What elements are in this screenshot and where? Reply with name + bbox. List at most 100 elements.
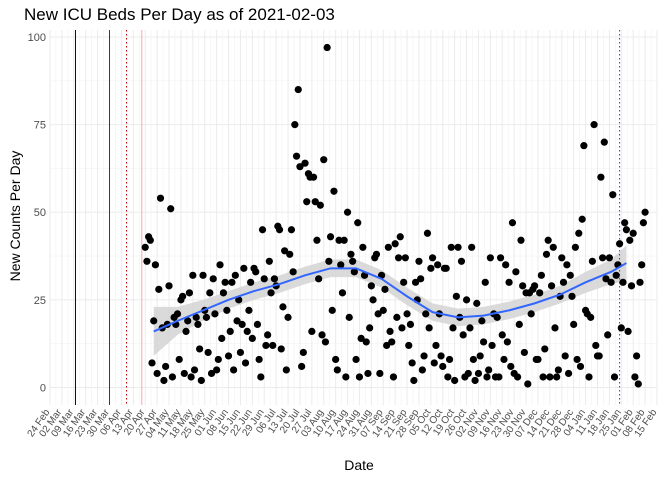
data-point	[571, 243, 579, 251]
data-point	[221, 278, 229, 286]
data-point	[485, 366, 493, 374]
data-point	[321, 338, 330, 346]
data-point	[602, 275, 610, 283]
data-point	[156, 194, 165, 202]
data-point	[561, 352, 569, 360]
data-point	[519, 282, 527, 290]
data-point	[235, 296, 243, 304]
data-point	[318, 331, 326, 339]
data-point	[289, 268, 297, 276]
data-point	[218, 334, 226, 343]
data-point	[598, 254, 607, 262]
data-point	[434, 261, 442, 269]
data-point	[308, 327, 316, 336]
data-point	[241, 359, 250, 367]
data-point	[309, 173, 318, 181]
data-point	[196, 345, 204, 353]
data-point	[559, 278, 568, 286]
data-point	[320, 156, 328, 164]
data-point	[513, 373, 522, 381]
data-point	[445, 355, 454, 364]
data-point	[605, 254, 613, 262]
data-point	[252, 268, 260, 276]
data-point	[260, 275, 268, 283]
data-point	[236, 348, 245, 357]
data-point	[587, 313, 595, 321]
data-point	[357, 334, 365, 343]
data-point	[279, 303, 287, 311]
y-tick-label: 0	[40, 382, 46, 394]
data-point	[275, 226, 284, 234]
data-point	[626, 236, 634, 244]
data-point	[185, 289, 194, 297]
data-point	[179, 292, 187, 300]
data-point	[495, 373, 503, 381]
data-point	[422, 310, 430, 318]
data-point	[481, 278, 489, 286]
data-point	[478, 317, 486, 325]
data-point	[527, 310, 535, 318]
data-point	[459, 331, 467, 339]
data-point	[151, 261, 160, 269]
data-point	[423, 229, 432, 237]
data-point	[498, 331, 506, 339]
data-point	[546, 373, 554, 381]
data-point	[536, 289, 544, 297]
data-point	[466, 324, 474, 332]
data-point	[520, 348, 528, 357]
data-point	[607, 278, 615, 286]
data-point	[243, 327, 251, 336]
data-point	[406, 320, 415, 328]
data-point	[270, 275, 279, 283]
data-point	[364, 369, 372, 378]
data-point	[476, 352, 484, 360]
data-point	[362, 338, 370, 346]
data-point	[483, 373, 491, 381]
data-point	[333, 366, 341, 374]
data-point	[401, 254, 409, 262]
data-point	[539, 373, 547, 381]
data-point	[355, 373, 364, 381]
data-point	[452, 292, 460, 300]
chart-title: New ICU Beds Per Day as of 2021-02-03	[24, 5, 335, 24]
data-point	[469, 355, 477, 364]
data-point	[442, 264, 450, 272]
data-point	[354, 219, 362, 227]
data-point	[454, 243, 462, 251]
data-point	[403, 310, 411, 318]
data-point	[287, 226, 296, 234]
data-point	[568, 292, 576, 300]
data-point	[146, 236, 154, 244]
data-point	[393, 313, 401, 321]
data-point	[597, 173, 605, 181]
data-point	[291, 121, 299, 129]
data-point	[415, 257, 423, 265]
data-point	[464, 369, 472, 378]
data-point	[160, 376, 168, 385]
data-point	[425, 324, 433, 332]
data-point	[621, 219, 629, 227]
data-point	[150, 317, 158, 325]
reference-lines-layer	[75, 30, 621, 405]
data-point	[530, 282, 539, 290]
data-point	[303, 198, 311, 206]
data-point	[447, 243, 455, 251]
data-point	[369, 296, 377, 304]
data-point	[340, 236, 348, 244]
data-point	[315, 275, 323, 283]
data-point	[255, 355, 263, 364]
data-point	[503, 338, 511, 346]
data-point	[292, 152, 301, 160]
data-point	[294, 85, 302, 94]
data-point	[534, 355, 542, 364]
data-point	[349, 257, 357, 265]
data-point	[335, 236, 343, 244]
data-point	[345, 313, 353, 321]
data-point	[379, 306, 387, 314]
data-point	[337, 261, 345, 269]
data-point	[418, 366, 426, 374]
data-point	[427, 264, 435, 272]
data-point	[631, 373, 639, 381]
data-point	[391, 240, 399, 248]
